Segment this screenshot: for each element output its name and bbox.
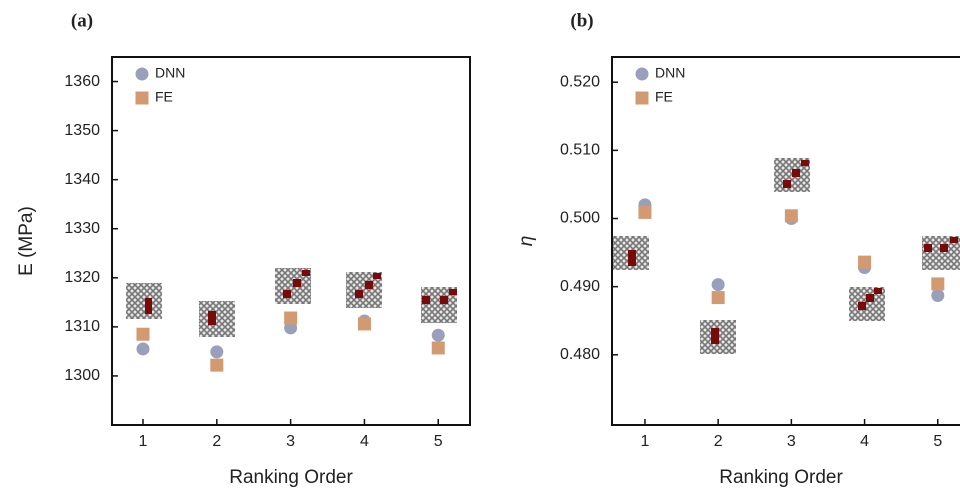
x-tick-label: 4 [860, 433, 869, 450]
legend-label: FE [155, 89, 173, 105]
data-point [136, 327, 150, 341]
y-axis-label: E (MPa) [16, 206, 37, 276]
data-point [431, 328, 445, 342]
data-point [284, 311, 298, 325]
x-tick-label: 3 [787, 433, 796, 450]
data-point [711, 291, 725, 305]
panel-title: (b) [570, 10, 593, 31]
data-point [357, 317, 371, 331]
lattice-icons [126, 158, 960, 354]
y-axis-label: η [516, 236, 537, 247]
legend-marker [135, 91, 149, 105]
y-tick-label: 1340 [64, 171, 100, 188]
data-point [210, 358, 224, 372]
y-tick-label: 1300 [64, 367, 100, 384]
data-point [784, 209, 798, 223]
panel-title: (a) [71, 10, 93, 31]
y-tick-label: 1330 [64, 220, 100, 237]
x-tick-label: 5 [933, 433, 942, 450]
y-tick-label: 0.500 [560, 210, 600, 227]
legend-marker [135, 67, 149, 81]
x-axis-label: Ranking Order [719, 467, 843, 488]
x-tick-label: 4 [360, 433, 369, 450]
plot-frame [111, 56, 471, 426]
legend-label: FE [655, 89, 673, 105]
panel: (b) Ranking Order η 0.480 0.490 0.500 0.510 0.5… [516, 10, 960, 488]
data-point [210, 345, 224, 359]
x-tick-label: 1 [640, 433, 649, 450]
legend-label: DNN [655, 65, 685, 81]
legend-marker [635, 67, 649, 81]
x-tick-label: 5 [434, 433, 443, 450]
data-point [858, 255, 872, 269]
data-point [638, 205, 652, 219]
y-tick-label: 1350 [64, 122, 100, 139]
y-tick-label: 1310 [64, 318, 100, 335]
panel: (a) Ranking Order E (MPa) 1300 1310 1320 1330 1… [16, 10, 471, 488]
data-point [136, 342, 150, 356]
y-tick-label: 0.480 [560, 346, 600, 363]
plot-frame [611, 56, 960, 426]
x-tick-label: 3 [286, 433, 295, 450]
x-tick-label: 2 [212, 433, 221, 450]
data-point [931, 289, 945, 303]
data-point [284, 321, 298, 335]
legend-label: DNN [155, 65, 185, 81]
y-tick-label: 0.490 [560, 278, 600, 295]
data-point [931, 277, 945, 291]
data-point [711, 278, 725, 292]
y-tick-label: 1360 [64, 73, 100, 90]
x-axis-label: Ranking Order [229, 467, 353, 488]
y-tick-label: 1320 [64, 269, 100, 286]
y-tick-label: 0.520 [560, 73, 600, 90]
x-tick-label: 2 [714, 433, 723, 450]
y-tick-label: 0.510 [560, 142, 600, 159]
data-point [431, 341, 445, 355]
x-tick-label: 1 [139, 433, 148, 450]
legend-marker [635, 91, 649, 105]
